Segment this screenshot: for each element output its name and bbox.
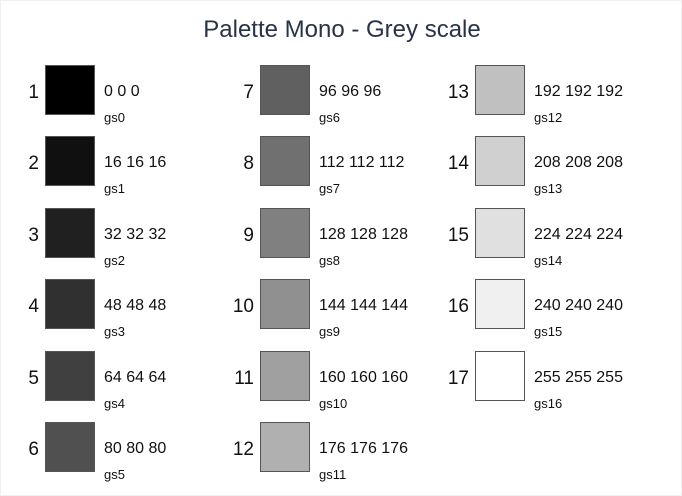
swatch-item: 1 0 0 0 gs0 [1,65,211,125]
swatch-name-label: gs16 [534,395,563,411]
swatch-item: 2 16 16 16 gs1 [1,136,211,196]
color-swatch [260,279,310,330]
swatch-name-label: gs13 [534,181,563,197]
swatch-rgb-label: 128 128 128 [319,225,408,243]
swatch-index: 7 [243,82,254,103]
swatch-rgb-label: 48 48 48 [104,297,167,315]
swatch-item: 6 80 80 80 gs5 [1,422,211,482]
swatch-rgb-label: 160 160 160 [319,368,408,386]
swatch-rgb-label: 96 96 96 [319,83,382,100]
swatch-name-label: gs14 [534,252,563,268]
color-swatch [45,136,95,187]
color-swatch [45,279,95,330]
swatch-item: 3 32 32 32 gs2 [1,207,211,268]
color-swatch [475,207,525,258]
swatch-name-label: gs4 [104,395,125,411]
color-swatch [475,65,525,115]
swatch-index: 17 [447,367,469,389]
swatch-item: 14 208 208 208 gs13 [431,136,641,196]
swatch-index: 11 [234,367,254,389]
color-swatch [260,136,310,187]
swatch-index: 10 [232,296,254,318]
swatch-item: 5 64 64 64 gs4 [1,350,211,411]
swatch-index: 5 [28,367,39,389]
color-swatch [45,422,95,472]
swatch-rgb-label: 176 176 176 [319,440,408,457]
swatch-item: 8 112 112 112 gs7 [216,136,426,196]
swatch-rgb-label: 192 192 192 [534,83,623,100]
swatch-rgb-label: 208 208 208 [534,154,623,172]
swatch-item: 15 224 224 224 gs14 [431,207,641,268]
swatch-rgb-label: 240 240 240 [534,297,623,315]
swatch-name-label: gs0 [104,110,125,125]
swatch-index: 3 [28,224,39,246]
swatch-name-label: gs5 [104,467,125,482]
swatch-name-label: gs1 [104,181,125,197]
swatch-index: 8 [243,153,254,175]
swatch-index: 12 [232,439,254,460]
swatch-rgb-label: 224 224 224 [534,225,623,243]
swatch-item: 17 255 255 255 gs16 [431,350,641,411]
swatch-item: 13 192 192 192 gs12 [431,65,641,125]
color-swatch [260,65,310,115]
swatch-index: 6 [28,439,39,460]
swatch-rgb-label: 80 80 80 [104,440,167,457]
swatch-index: 13 [447,82,469,103]
swatch-index: 14 [447,153,469,175]
swatch-index: 1 [28,82,39,103]
swatch-index: 16 [447,296,469,318]
swatch-rgb-label: 255 255 255 [534,368,623,386]
swatch-rgb-label: 0 0 0 [104,83,140,100]
swatch-item: 7 96 96 96 gs6 [216,65,426,125]
color-swatch [475,136,525,187]
color-swatch [475,350,525,401]
swatch-index: 4 [28,296,39,318]
swatch-rgb-label: 112 112 112 [319,154,405,172]
page-title: Palette Mono - Grey scale [203,16,481,43]
swatch-item: 16 240 240 240 gs15 [431,279,641,339]
swatch-rgb-label: 32 32 32 [104,225,167,243]
swatch-item: 10 144 144 144 gs9 [216,279,426,339]
color-swatch [260,422,310,472]
swatch-name-label: gs2 [104,252,125,268]
color-swatch [45,207,95,258]
color-swatch [260,207,310,258]
color-swatch [260,350,310,401]
swatch-index: 15 [447,224,469,246]
swatch-name-label: gs10 [319,395,348,411]
color-swatch [45,65,95,115]
swatch-index: 9 [243,224,254,246]
swatch-index: 2 [28,153,39,175]
swatch-name-label: gs12 [534,110,563,125]
swatch-item: 11 160 160 160 gs10 [216,350,426,411]
swatch-rgb-label: 16 16 16 [104,154,167,172]
swatch-name-label: gs11 [319,467,347,482]
color-swatch [475,279,525,330]
swatch-item: 9 128 128 128 gs8 [216,207,426,268]
swatch-name-label: gs8 [319,252,340,268]
swatch-name-label: gs9 [319,324,340,340]
swatch-item: 12 176 176 176 gs11 [216,422,426,482]
swatch-rgb-label: 144 144 144 [319,297,408,315]
color-swatch [45,350,95,401]
swatch-name-label: gs6 [319,110,340,125]
swatch-item: 4 48 48 48 gs3 [1,279,211,339]
swatch-name-label: gs3 [104,324,125,340]
swatch-rgb-label: 64 64 64 [104,368,167,386]
swatch-name-label: gs15 [534,324,563,340]
swatch-name-label: gs7 [319,181,340,197]
